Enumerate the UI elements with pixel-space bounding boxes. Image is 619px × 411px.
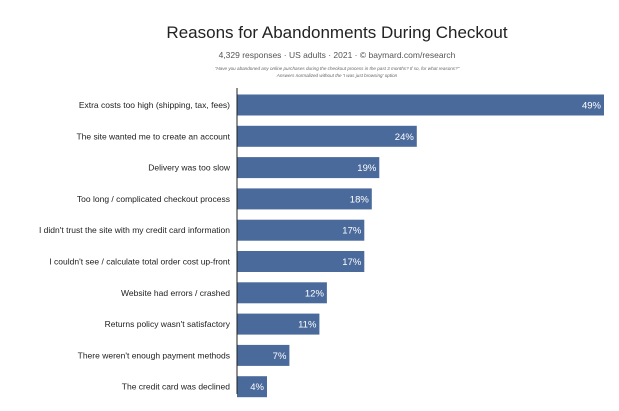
- category-label: The site wanted me to create an account: [76, 131, 230, 141]
- category-label: There weren't enough payment methods: [78, 350, 230, 360]
- category-label: Extra costs too high (shipping, tax, fee…: [79, 100, 230, 110]
- category-label: Returns policy wasn't satisfactory: [105, 319, 231, 329]
- bars-layer: [237, 94, 604, 398]
- value-label: 18%: [350, 194, 370, 205]
- bar: [237, 313, 320, 335]
- category-label: Too long / complicated checkout process: [77, 194, 230, 204]
- value-label: 4%: [250, 382, 264, 393]
- category-label: I couldn't see / calculate total order c…: [49, 257, 230, 267]
- value-label: 24%: [395, 132, 415, 143]
- bar: [237, 344, 290, 366]
- value-label: 12%: [305, 288, 325, 299]
- bar: [237, 125, 417, 147]
- bar: [237, 219, 365, 241]
- bar: [237, 188, 372, 210]
- chart-subtitle: 4,329 responses · US adults · 2021 · © b…: [219, 50, 456, 60]
- chart-title: Reasons for Abandonments During Checkout: [166, 23, 507, 42]
- bar: [237, 376, 267, 398]
- category-label: I didn't trust the site with my credit c…: [39, 225, 230, 235]
- category-label: Delivery was too slow: [148, 163, 231, 173]
- value-labels-layer: 49% 24% 19% 18% 17% 17% 12% 11% 7% 4%: [250, 101, 601, 394]
- value-label: 19%: [357, 163, 377, 174]
- value-label: 11%: [298, 320, 317, 331]
- chart-note-normalization: Answers normalized without the 'I was ju…: [276, 73, 398, 78]
- bar: [237, 251, 365, 272]
- category-label: Website had errors / crashed: [121, 288, 230, 298]
- value-label: 17%: [342, 226, 362, 237]
- bar: [237, 157, 380, 179]
- bar: [237, 94, 604, 116]
- value-label: 17%: [342, 257, 362, 268]
- bar: [237, 282, 327, 304]
- value-label: 7%: [273, 351, 287, 362]
- value-label: 49%: [582, 101, 602, 112]
- category-labels-layer: Extra costs too high (shipping, tax, fee…: [39, 100, 231, 392]
- category-label: The credit card was declined: [122, 382, 230, 392]
- chart-note-question: "Have you abandoned any online purchases…: [215, 66, 460, 71]
